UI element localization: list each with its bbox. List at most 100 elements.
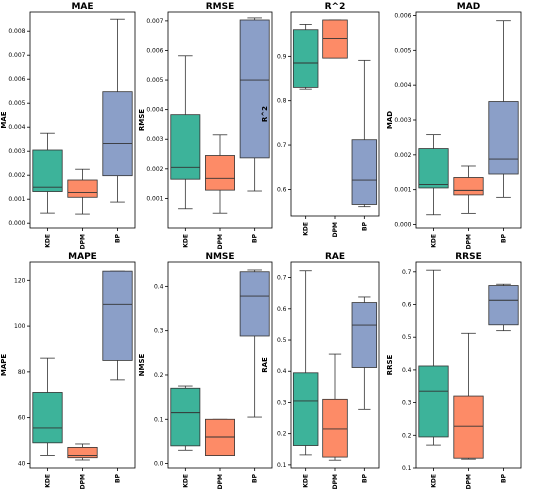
box-kde bbox=[418, 134, 449, 216]
y-tick-label: 0.005 bbox=[146, 77, 163, 84]
x-tick-label: DPM bbox=[466, 474, 473, 489]
x-tick-label: KDE bbox=[431, 474, 438, 488]
box-bp bbox=[488, 20, 519, 198]
panel-rmse: RMSE RMSE 0.001 0.002 0.003 0.004 0.005 0.006 0.… bbox=[138, 2, 273, 249]
y-tick-label: 0.7 bbox=[277, 142, 287, 149]
y-tick-label: 0.000 bbox=[394, 222, 411, 229]
y-tick-label: 0.007 bbox=[8, 52, 25, 59]
y-axis-label: RRSE bbox=[386, 354, 394, 375]
x-tick-label: BP bbox=[252, 233, 259, 243]
iqr-box bbox=[292, 29, 319, 88]
y-tick-label: 0.2 bbox=[402, 432, 412, 439]
x-tick-label: KDE bbox=[45, 234, 52, 248]
y-tick-label: 0.008 bbox=[8, 28, 25, 35]
x-tick-label: DPM bbox=[80, 234, 87, 249]
x-tick-label: DPM bbox=[217, 474, 224, 489]
y-tick-label: 0.0 bbox=[154, 461, 164, 468]
y-tick-label: 0.1 bbox=[277, 462, 287, 469]
iqr-box bbox=[170, 114, 201, 180]
box-bp bbox=[102, 270, 133, 381]
y-tick-label: 0.001 bbox=[146, 195, 163, 202]
box-bp bbox=[488, 283, 519, 332]
panel-title: RAE bbox=[325, 252, 345, 262]
box-kde bbox=[32, 132, 63, 214]
y-tick-label: 0.2 bbox=[277, 431, 287, 438]
y-tick-label: 0.3 bbox=[154, 328, 164, 335]
x-tick-label: DPM bbox=[332, 474, 339, 489]
y-tick-label: 0.005 bbox=[8, 100, 25, 107]
iqr-box bbox=[67, 179, 98, 198]
y-tick-label: 0.001 bbox=[8, 196, 25, 203]
panel-mape: MAPE MAPE 40 60 80 100 120 KDE DPM BP bbox=[0, 252, 136, 489]
box-kde bbox=[170, 385, 201, 451]
x-tick-label: DPM bbox=[332, 222, 339, 237]
iqr-box bbox=[205, 155, 235, 191]
y-tick-label: 0.006 bbox=[8, 76, 25, 83]
y-tick-label: 0.003 bbox=[394, 117, 411, 124]
x-tick-label: KDE bbox=[182, 234, 189, 248]
x-tick-label: KDE bbox=[303, 474, 310, 488]
y-tick-label: 0.004 bbox=[8, 124, 25, 131]
y-axis-label: RAE bbox=[261, 357, 269, 373]
x-tick-label: KDE bbox=[45, 474, 52, 488]
iqr-box bbox=[239, 19, 270, 159]
y-tick-label: 0.002 bbox=[8, 172, 25, 179]
panel-title: MAPE bbox=[68, 252, 97, 262]
y-tick-label: 60 bbox=[18, 415, 26, 422]
x-tick-label: KDE bbox=[431, 234, 438, 248]
y-tick-label: 0.6 bbox=[277, 306, 287, 313]
x-tick-label: KDE bbox=[182, 474, 189, 488]
iqr-box bbox=[239, 271, 270, 337]
y-tick-label: 0.004 bbox=[394, 82, 411, 89]
y-tick-label: 0.5 bbox=[402, 334, 412, 341]
y-tick-label: 0.007 bbox=[146, 18, 163, 25]
box-dpm bbox=[205, 418, 235, 456]
panel-nmse: NMSE NMSE 0.0 0.1 0.2 0.3 0.4 KDE DPM BP bbox=[138, 252, 273, 489]
y-tick-label: 100 bbox=[14, 323, 26, 330]
box-bp bbox=[239, 269, 270, 418]
panel-rae: RAE RAE 0.1 0.2 0.3 0.4 0.5 0.6 0.7 KDE DPM BP bbox=[261, 252, 380, 489]
box-kde bbox=[170, 55, 201, 210]
box-kde bbox=[418, 269, 449, 446]
x-tick-label: BP bbox=[115, 473, 122, 483]
iqr-box bbox=[67, 446, 98, 459]
y-tick-label: 0.6 bbox=[402, 302, 412, 309]
box-dpm bbox=[322, 19, 348, 59]
x-tick-label: BP bbox=[115, 233, 122, 243]
x-tick-label: DPM bbox=[466, 234, 473, 249]
y-tick-label: 0.8 bbox=[277, 98, 287, 105]
iqr-box bbox=[170, 387, 201, 447]
box-dpm bbox=[205, 134, 235, 214]
iqr-box bbox=[102, 270, 133, 361]
x-tick-label: BP bbox=[252, 473, 259, 483]
y-tick-label: 0.4 bbox=[277, 368, 287, 375]
y-tick-label: 0.1 bbox=[154, 416, 164, 423]
iqr-box bbox=[32, 392, 63, 444]
x-tick-label: BP bbox=[501, 473, 508, 483]
panel-mae: MAE MAE 0.000 0.001 0.002 0.003 0.004 0.005 0.00… bbox=[0, 2, 136, 249]
iqr-box bbox=[292, 372, 319, 446]
y-tick-label: 0.001 bbox=[394, 187, 411, 194]
y-tick-label: 0.3 bbox=[277, 399, 287, 406]
panel-title: NMSE bbox=[205, 252, 234, 262]
panel-mad: MAD MAD 0.000 0.001 0.002 0.003 0.004 0.005 0.00… bbox=[386, 2, 522, 249]
iqr-box bbox=[453, 177, 484, 196]
y-tick-label: 0.000 bbox=[8, 220, 25, 227]
panel-title: R^2 bbox=[325, 2, 346, 12]
iqr-box bbox=[418, 148, 449, 189]
y-tick-label: 0.3 bbox=[402, 400, 412, 407]
x-tick-label: BP bbox=[501, 233, 508, 243]
iqr-box bbox=[418, 365, 449, 438]
box-dpm bbox=[453, 165, 484, 214]
y-tick-label: 0.004 bbox=[146, 107, 163, 114]
box-bp bbox=[351, 296, 378, 410]
y-tick-label: 0.002 bbox=[394, 152, 411, 159]
iqr-box bbox=[351, 302, 378, 368]
y-tick-label: 0.4 bbox=[154, 283, 164, 290]
y-tick-label: 0.9 bbox=[277, 53, 287, 60]
panel-title: RMSE bbox=[206, 2, 235, 12]
box-dpm bbox=[67, 443, 98, 461]
y-tick-label: 0.003 bbox=[8, 148, 25, 155]
y-axis-label: R^2 bbox=[261, 106, 269, 122]
